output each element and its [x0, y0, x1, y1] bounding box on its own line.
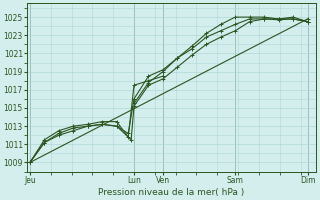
X-axis label: Pression niveau de la mer( hPa ): Pression niveau de la mer( hPa )	[99, 188, 245, 197]
